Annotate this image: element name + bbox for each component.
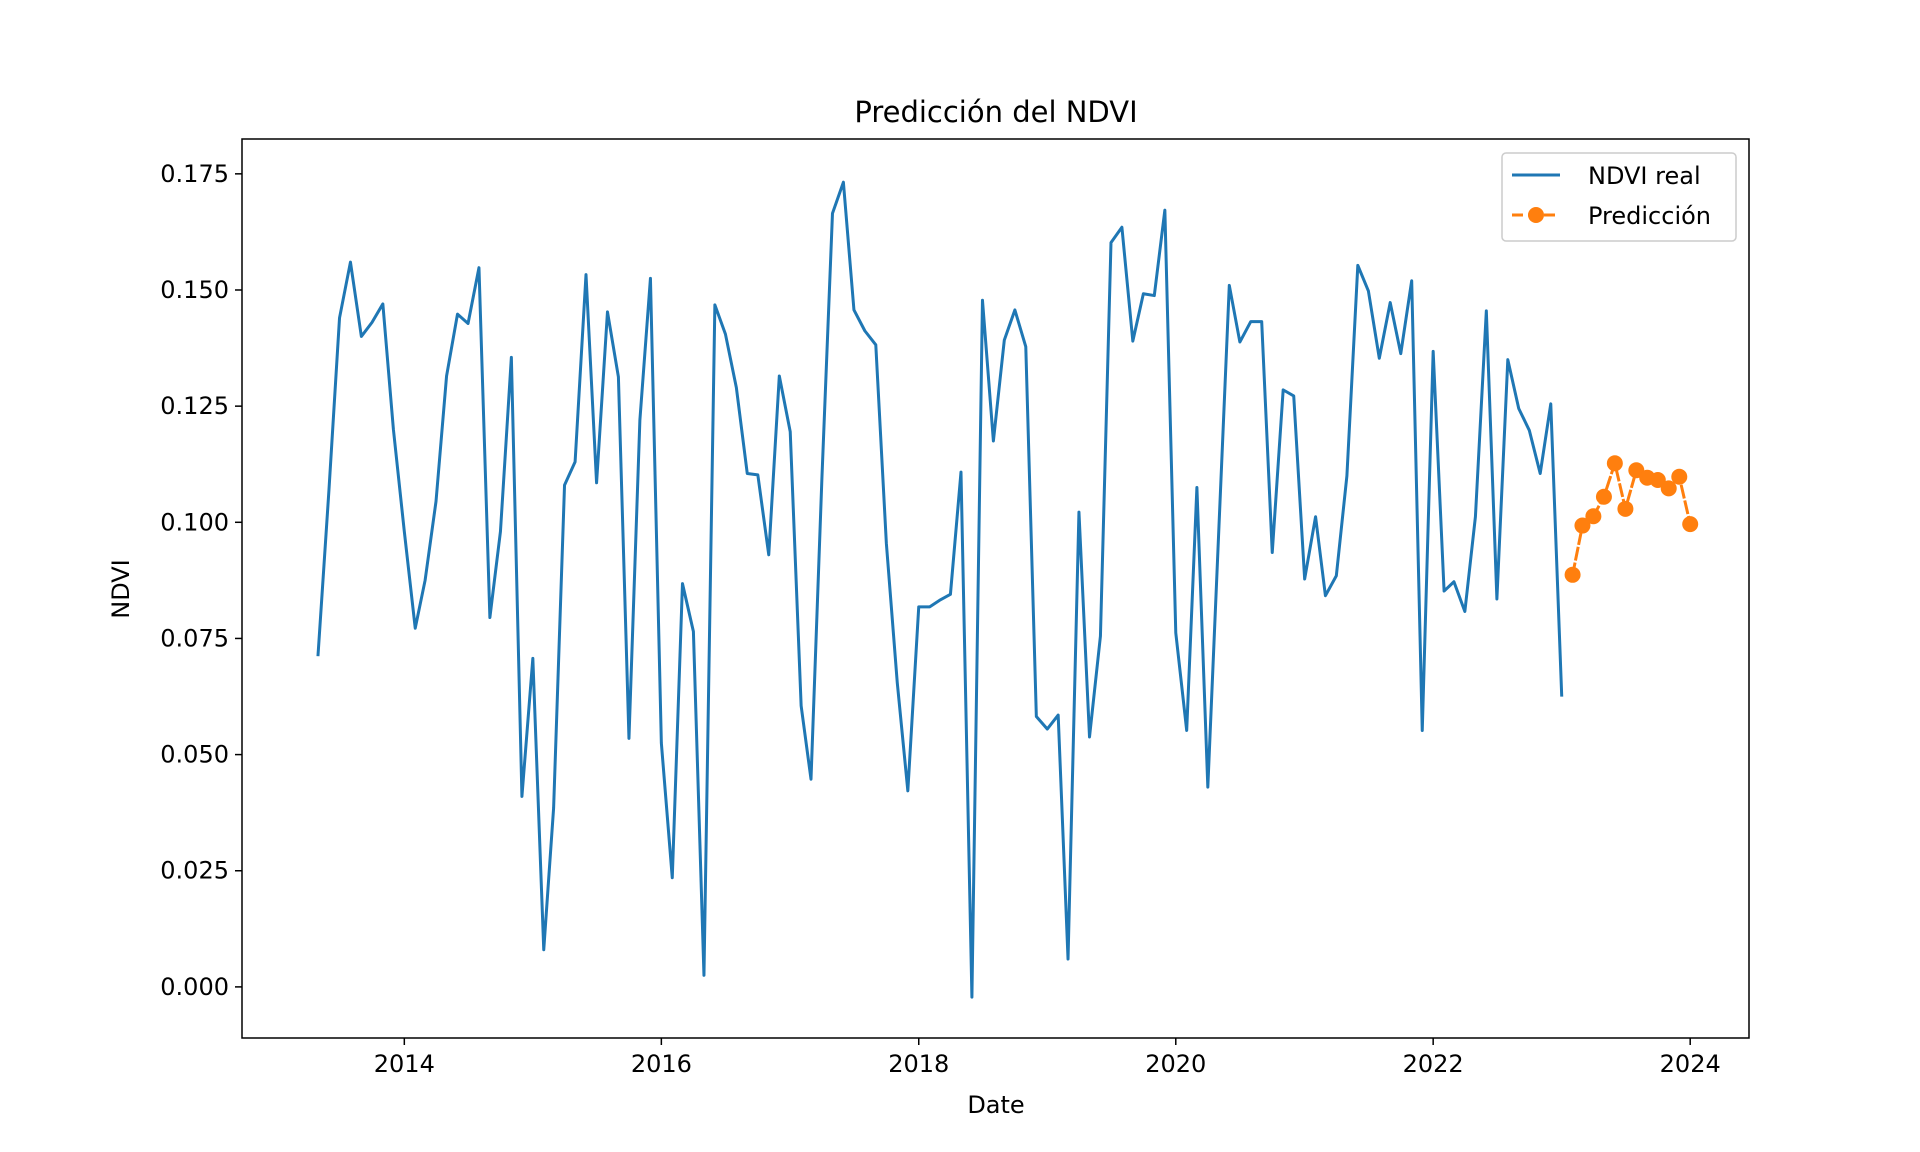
- y-tick-label: 0.100: [160, 508, 229, 536]
- chart-title: Predicción del NDVI: [854, 95, 1137, 129]
- y-tick-label: 0.125: [160, 392, 229, 420]
- x-axis-label: Date: [967, 1091, 1024, 1119]
- data-point: [1595, 488, 1612, 505]
- data-point: [1660, 480, 1677, 497]
- y-tick-label: 0.150: [160, 276, 229, 304]
- data-point: [1671, 468, 1688, 485]
- series-layer: [316, 180, 1699, 999]
- data-point: [1649, 472, 1666, 489]
- y-tick-label: 0.025: [160, 857, 229, 885]
- legend-label-prediccion: Predicción: [1588, 202, 1711, 230]
- x-tick-label: 2022: [1403, 1050, 1464, 1078]
- legend-marker-prediccion: [1528, 207, 1544, 223]
- data-point: [1682, 516, 1699, 533]
- data-point: [1564, 566, 1581, 583]
- x-tick-label: 2018: [888, 1050, 949, 1078]
- x-tick-label: 2016: [631, 1050, 692, 1078]
- legend-label-ndvi-real: NDVI real: [1588, 162, 1701, 190]
- y-tick-label: 0.175: [160, 160, 229, 188]
- data-point: [1574, 517, 1591, 534]
- x-axis: 2014 2016 2018 2020 2022 2024: [374, 1038, 1721, 1078]
- x-tick-label: 2024: [1660, 1050, 1721, 1078]
- y-tick-label: 0.000: [160, 973, 229, 1001]
- y-tick-label: 0.050: [160, 741, 229, 769]
- legend: NDVI real Predicción: [1501, 152, 1737, 242]
- data-point: [1585, 508, 1602, 525]
- y-tick-label: 0.075: [160, 624, 229, 652]
- plot-frame: [241, 138, 1750, 1039]
- y-axis-label: NDVI: [107, 559, 135, 619]
- series-line-0: [316, 180, 1564, 999]
- x-tick-label: 2014: [374, 1050, 435, 1078]
- data-point: [1617, 500, 1634, 517]
- data-point: [1606, 455, 1623, 472]
- x-tick-label: 2020: [1145, 1050, 1206, 1078]
- y-axis: 0.000 0.025 0.050 0.075 0.100 0.125 0.150 0.175: [160, 160, 242, 1001]
- legend-box: [1501, 152, 1737, 242]
